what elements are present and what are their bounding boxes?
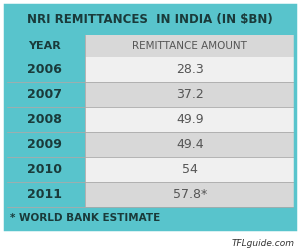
Text: 2006: 2006: [27, 63, 62, 76]
Bar: [5, 132, 85, 157]
Text: YEAR: YEAR: [28, 41, 61, 51]
Text: TFLguide.com: TFLguide.com: [232, 239, 295, 248]
Bar: [5, 107, 85, 132]
Bar: [85, 107, 295, 132]
Bar: [5, 5, 295, 229]
Text: 2007: 2007: [27, 88, 62, 101]
Text: 2009: 2009: [27, 138, 62, 151]
Text: 2010: 2010: [27, 163, 62, 176]
Text: NRI REMITTANCES  IN INDIA (IN $BN): NRI REMITTANCES IN INDIA (IN $BN): [27, 14, 273, 26]
Bar: [85, 182, 295, 207]
Text: 2008: 2008: [27, 113, 62, 126]
Bar: [5, 57, 85, 82]
Text: 49.4: 49.4: [176, 138, 204, 151]
Text: 57.8*: 57.8*: [173, 188, 207, 201]
Bar: [5, 82, 85, 107]
Text: 37.2: 37.2: [176, 88, 204, 101]
Bar: [5, 182, 85, 207]
Text: 49.9: 49.9: [176, 113, 204, 126]
Bar: [5, 5, 295, 35]
Bar: [85, 132, 295, 157]
Bar: [85, 57, 295, 82]
Text: 54: 54: [182, 163, 198, 176]
Text: REMITTANCE AMOUNT: REMITTANCE AMOUNT: [132, 41, 247, 51]
Bar: [5, 157, 85, 182]
Bar: [85, 35, 295, 57]
Bar: [5, 207, 295, 229]
Text: 28.3: 28.3: [176, 63, 204, 76]
Bar: [85, 157, 295, 182]
Bar: [85, 82, 295, 107]
Bar: [5, 35, 85, 57]
Text: 2011: 2011: [27, 188, 62, 201]
Text: * WORLD BANK ESTIMATE: * WORLD BANK ESTIMATE: [10, 213, 160, 223]
